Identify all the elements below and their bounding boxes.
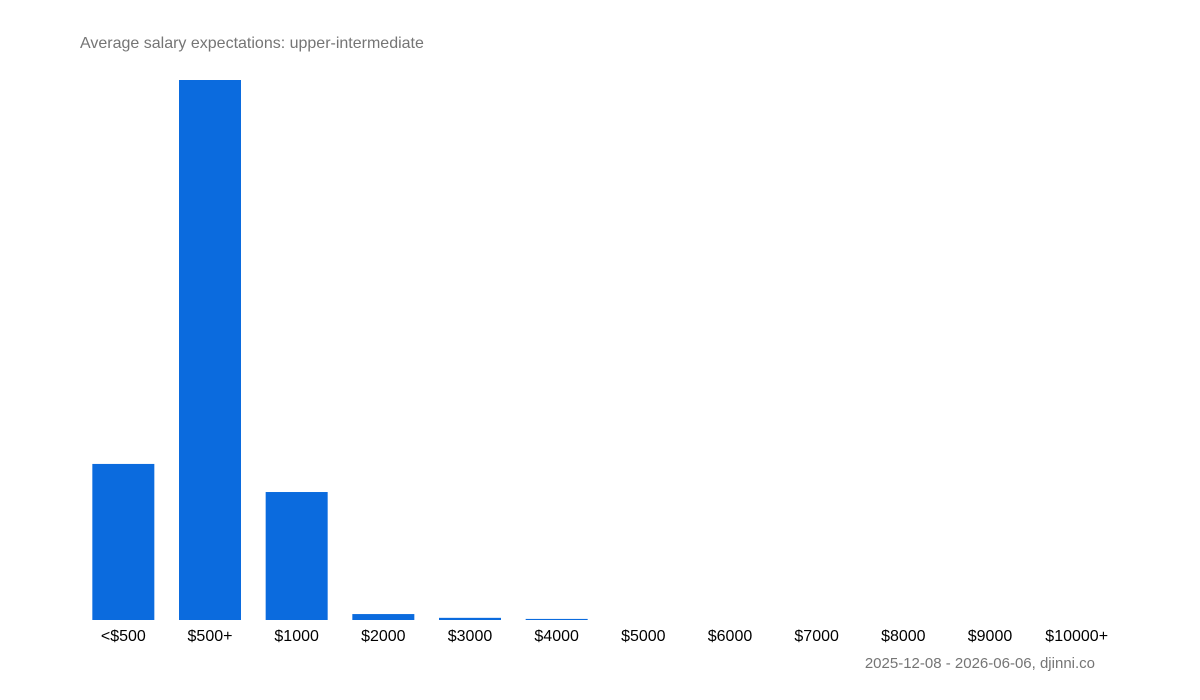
chart-title: Average salary expectations: upper-inter… (80, 35, 424, 52)
bar (265, 492, 328, 620)
x-tick-label: $1000 (274, 628, 319, 645)
bar (439, 617, 501, 620)
bar (352, 614, 415, 620)
chart-footer: 2025-12-08 - 2026-06-06, djinni.co (865, 655, 1095, 672)
x-tick-label: $7000 (794, 628, 839, 645)
x-tick-label: $10000+ (1045, 628, 1108, 645)
bar (92, 463, 155, 620)
x-tick-label: $8000 (881, 628, 926, 645)
x-tick-label: $500+ (188, 628, 233, 645)
x-tick-label: $4000 (534, 628, 579, 645)
bar (179, 80, 241, 620)
x-tick-label: <$500 (101, 628, 146, 645)
x-tick-label: $6000 (708, 628, 753, 645)
x-tick-label: $2000 (361, 628, 406, 645)
x-tick-label: $3000 (448, 628, 493, 645)
bar (525, 618, 588, 620)
x-tick-label: $9000 (968, 628, 1013, 645)
x-tick-label: $5000 (621, 628, 666, 645)
